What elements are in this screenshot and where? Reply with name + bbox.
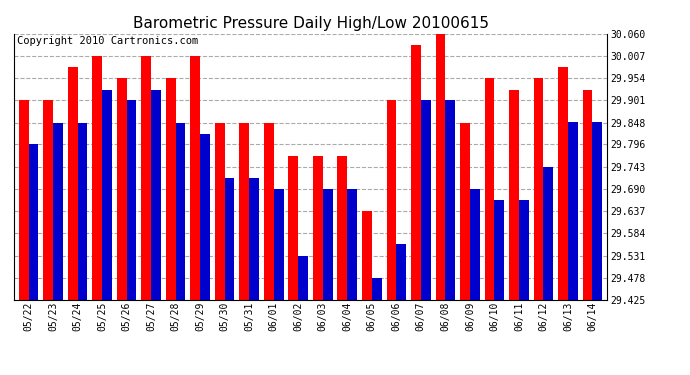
Bar — [102, 90, 112, 300]
Bar — [347, 189, 357, 300]
Bar — [92, 56, 102, 300]
Bar — [323, 189, 333, 300]
Bar — [411, 45, 421, 300]
Bar — [19, 100, 28, 300]
Bar — [28, 144, 39, 300]
Bar — [225, 178, 235, 300]
Bar — [200, 134, 210, 300]
Bar — [372, 278, 382, 300]
Bar — [362, 211, 372, 300]
Bar — [77, 123, 88, 300]
Bar — [470, 189, 480, 300]
Bar — [53, 123, 63, 300]
Bar — [313, 156, 323, 300]
Bar — [298, 255, 308, 300]
Bar — [593, 122, 602, 300]
Bar — [435, 34, 445, 300]
Bar — [558, 67, 568, 300]
Bar — [68, 67, 77, 300]
Bar — [141, 56, 151, 300]
Bar — [337, 156, 347, 300]
Text: Copyright 2010 Cartronics.com: Copyright 2010 Cartronics.com — [17, 36, 198, 46]
Bar — [519, 200, 529, 300]
Bar — [484, 78, 495, 300]
Bar — [386, 100, 396, 300]
Bar — [568, 122, 578, 300]
Bar — [166, 78, 176, 300]
Bar — [264, 123, 274, 300]
Bar — [396, 244, 406, 300]
Bar — [495, 200, 504, 300]
Bar — [117, 78, 126, 300]
Bar — [288, 156, 298, 300]
Bar — [126, 100, 137, 300]
Bar — [215, 123, 225, 300]
Bar — [43, 100, 53, 300]
Bar — [190, 56, 200, 300]
Bar — [445, 100, 455, 300]
Bar — [274, 189, 284, 300]
Bar — [582, 90, 593, 300]
Bar — [544, 166, 553, 300]
Bar — [176, 123, 186, 300]
Title: Barometric Pressure Daily High/Low 20100615: Barometric Pressure Daily High/Low 20100… — [132, 16, 489, 31]
Bar — [239, 123, 249, 300]
Bar — [249, 178, 259, 300]
Bar — [151, 90, 161, 300]
Bar — [509, 90, 519, 300]
Bar — [533, 78, 544, 300]
Bar — [460, 123, 470, 300]
Bar — [421, 100, 431, 300]
